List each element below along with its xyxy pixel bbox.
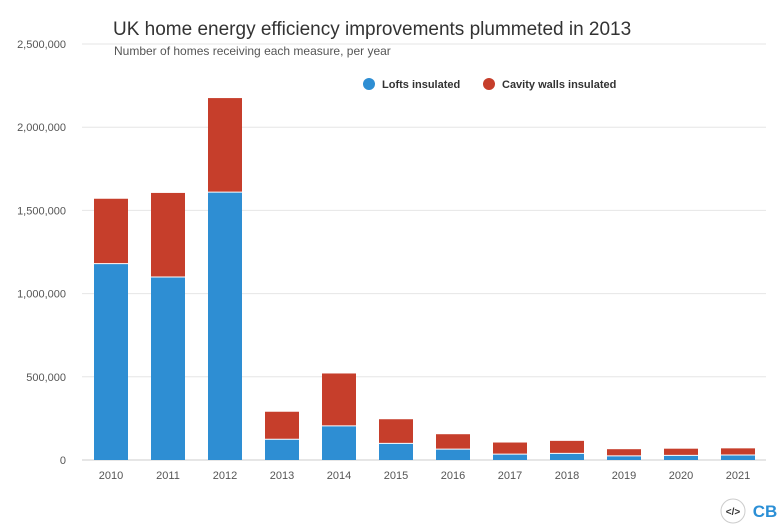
- carbon-brief-logo: CB: [753, 502, 778, 521]
- y-tick-label: 0: [60, 455, 66, 467]
- y-tick-label: 1,500,000: [17, 205, 66, 217]
- bar-cavity-2015: [379, 419, 413, 444]
- bar-cavity-2018: [550, 440, 584, 454]
- legend-label-lofts: Lofts insulated: [382, 79, 460, 91]
- bar-lofts-2017: [493, 454, 527, 460]
- bar-lofts-2020: [664, 455, 698, 460]
- gridlines: [82, 43, 766, 461]
- bar-cavity-2016: [436, 434, 470, 450]
- bar-lofts-2015: [379, 443, 413, 460]
- x-tick-label: 2012: [213, 470, 237, 482]
- x-tick-label: 2013: [270, 470, 294, 482]
- bar-cavity-2017: [493, 442, 527, 455]
- y-tick-label: 2,500,000: [17, 39, 66, 51]
- bar-cavity-2020: [664, 448, 698, 456]
- x-tick-label: 2015: [384, 470, 408, 482]
- bar-cavity-2012: [208, 98, 242, 193]
- bar-lofts-2014: [322, 425, 356, 460]
- x-tick-label: 2021: [726, 470, 750, 482]
- x-tick-label: 2014: [327, 470, 351, 482]
- bar-lofts-2016: [436, 449, 470, 460]
- x-tick-label: 2016: [441, 470, 465, 482]
- chart-title: UK home energy efficiency improvements p…: [113, 19, 631, 40]
- bar-cavity-2011: [151, 192, 185, 277]
- branding: </> CB: [720, 498, 778, 524]
- x-tick-label: 2010: [99, 470, 123, 482]
- bar-lofts-2021: [721, 455, 755, 460]
- y-axis-ticks: 0 500,000 1,000,000 1,500,000 2,000,000 2,500…: [17, 39, 66, 467]
- bar-lofts-2018: [550, 453, 584, 460]
- bars: [94, 98, 755, 460]
- x-tick-label: 2011: [156, 470, 180, 482]
- bar-lofts-2019: [607, 455, 641, 460]
- y-tick-label: 1,000,000: [17, 289, 66, 301]
- y-tick-label: 500,000: [26, 372, 66, 384]
- chart-subtitle: Number of homes receiving each measure, …: [114, 44, 391, 58]
- bar-cavity-2010: [94, 198, 128, 264]
- bar-cavity-2014: [322, 373, 356, 426]
- x-axis-ticks: 2010 2011 2012 2013 2014 2015 2016 2017 2018 2019…: [99, 470, 750, 482]
- x-tick-label: 2017: [498, 470, 522, 482]
- bar-lofts-2012: [208, 192, 242, 460]
- legend-label-cavity: Cavity walls insulated: [502, 79, 616, 91]
- code-icon: [720, 498, 746, 524]
- bar-cavity-2021: [721, 448, 755, 456]
- legend-swatch-cavity: [483, 78, 495, 90]
- x-tick-label: 2018: [555, 470, 579, 482]
- bar-cavity-2019: [607, 449, 641, 456]
- bar-lofts-2013: [265, 439, 299, 460]
- legend-swatch-lofts: [363, 78, 375, 90]
- code-icon-glyph: </>: [726, 507, 741, 518]
- bar-lofts-2011: [151, 276, 185, 460]
- bar-cavity-2013: [265, 411, 299, 440]
- bar-lofts-2010: [94, 263, 128, 460]
- x-tick-label: 2020: [669, 470, 693, 482]
- legend: Lofts insulated Cavity walls insulated: [363, 78, 616, 91]
- x-tick-label: 2019: [612, 470, 636, 482]
- y-tick-label: 2,000,000: [17, 122, 66, 134]
